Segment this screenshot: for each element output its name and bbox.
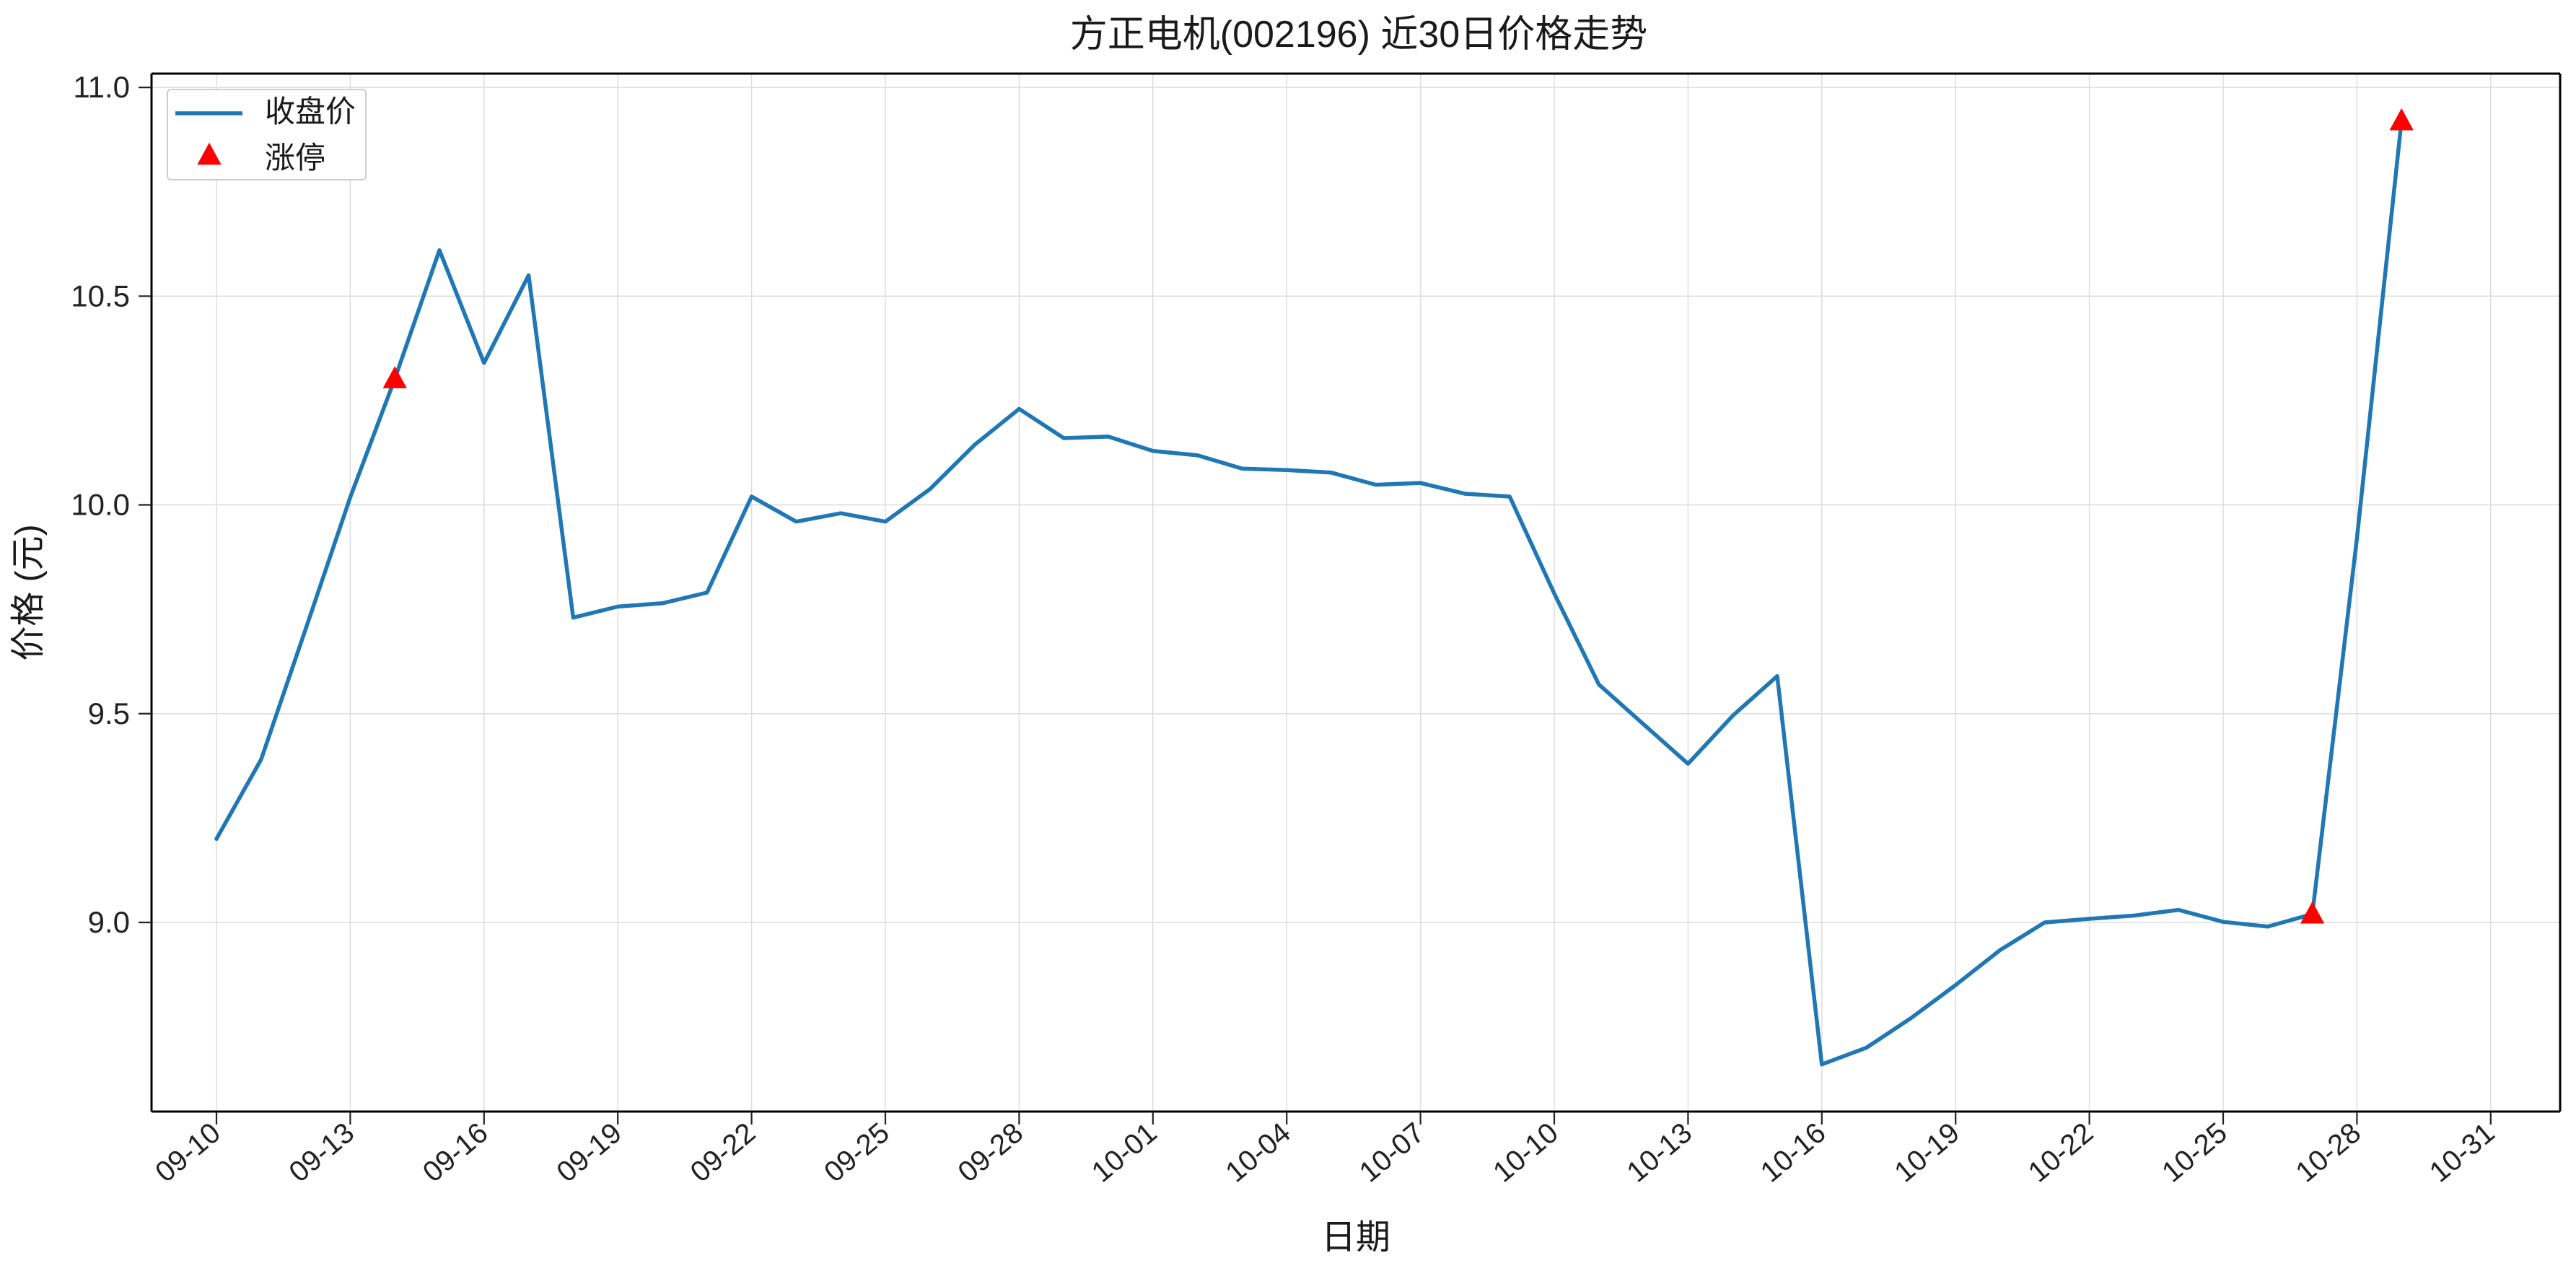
svg-text:10.0: 10.0 xyxy=(71,488,130,522)
svg-text:10.5: 10.5 xyxy=(71,279,130,313)
svg-text:方正电机(002196) 近30日价格走势: 方正电机(002196) 近30日价格走势 xyxy=(1070,14,1647,56)
svg-text:9.5: 9.5 xyxy=(88,697,130,730)
svg-text:日期: 日期 xyxy=(1321,1218,1390,1257)
svg-text:收盘价: 收盘价 xyxy=(265,95,356,128)
svg-text:价格 (元): 价格 (元) xyxy=(9,524,48,660)
svg-text:11.0: 11.0 xyxy=(73,70,130,104)
svg-text:9.0: 9.0 xyxy=(88,905,130,939)
svg-text:涨停: 涨停 xyxy=(265,141,325,175)
